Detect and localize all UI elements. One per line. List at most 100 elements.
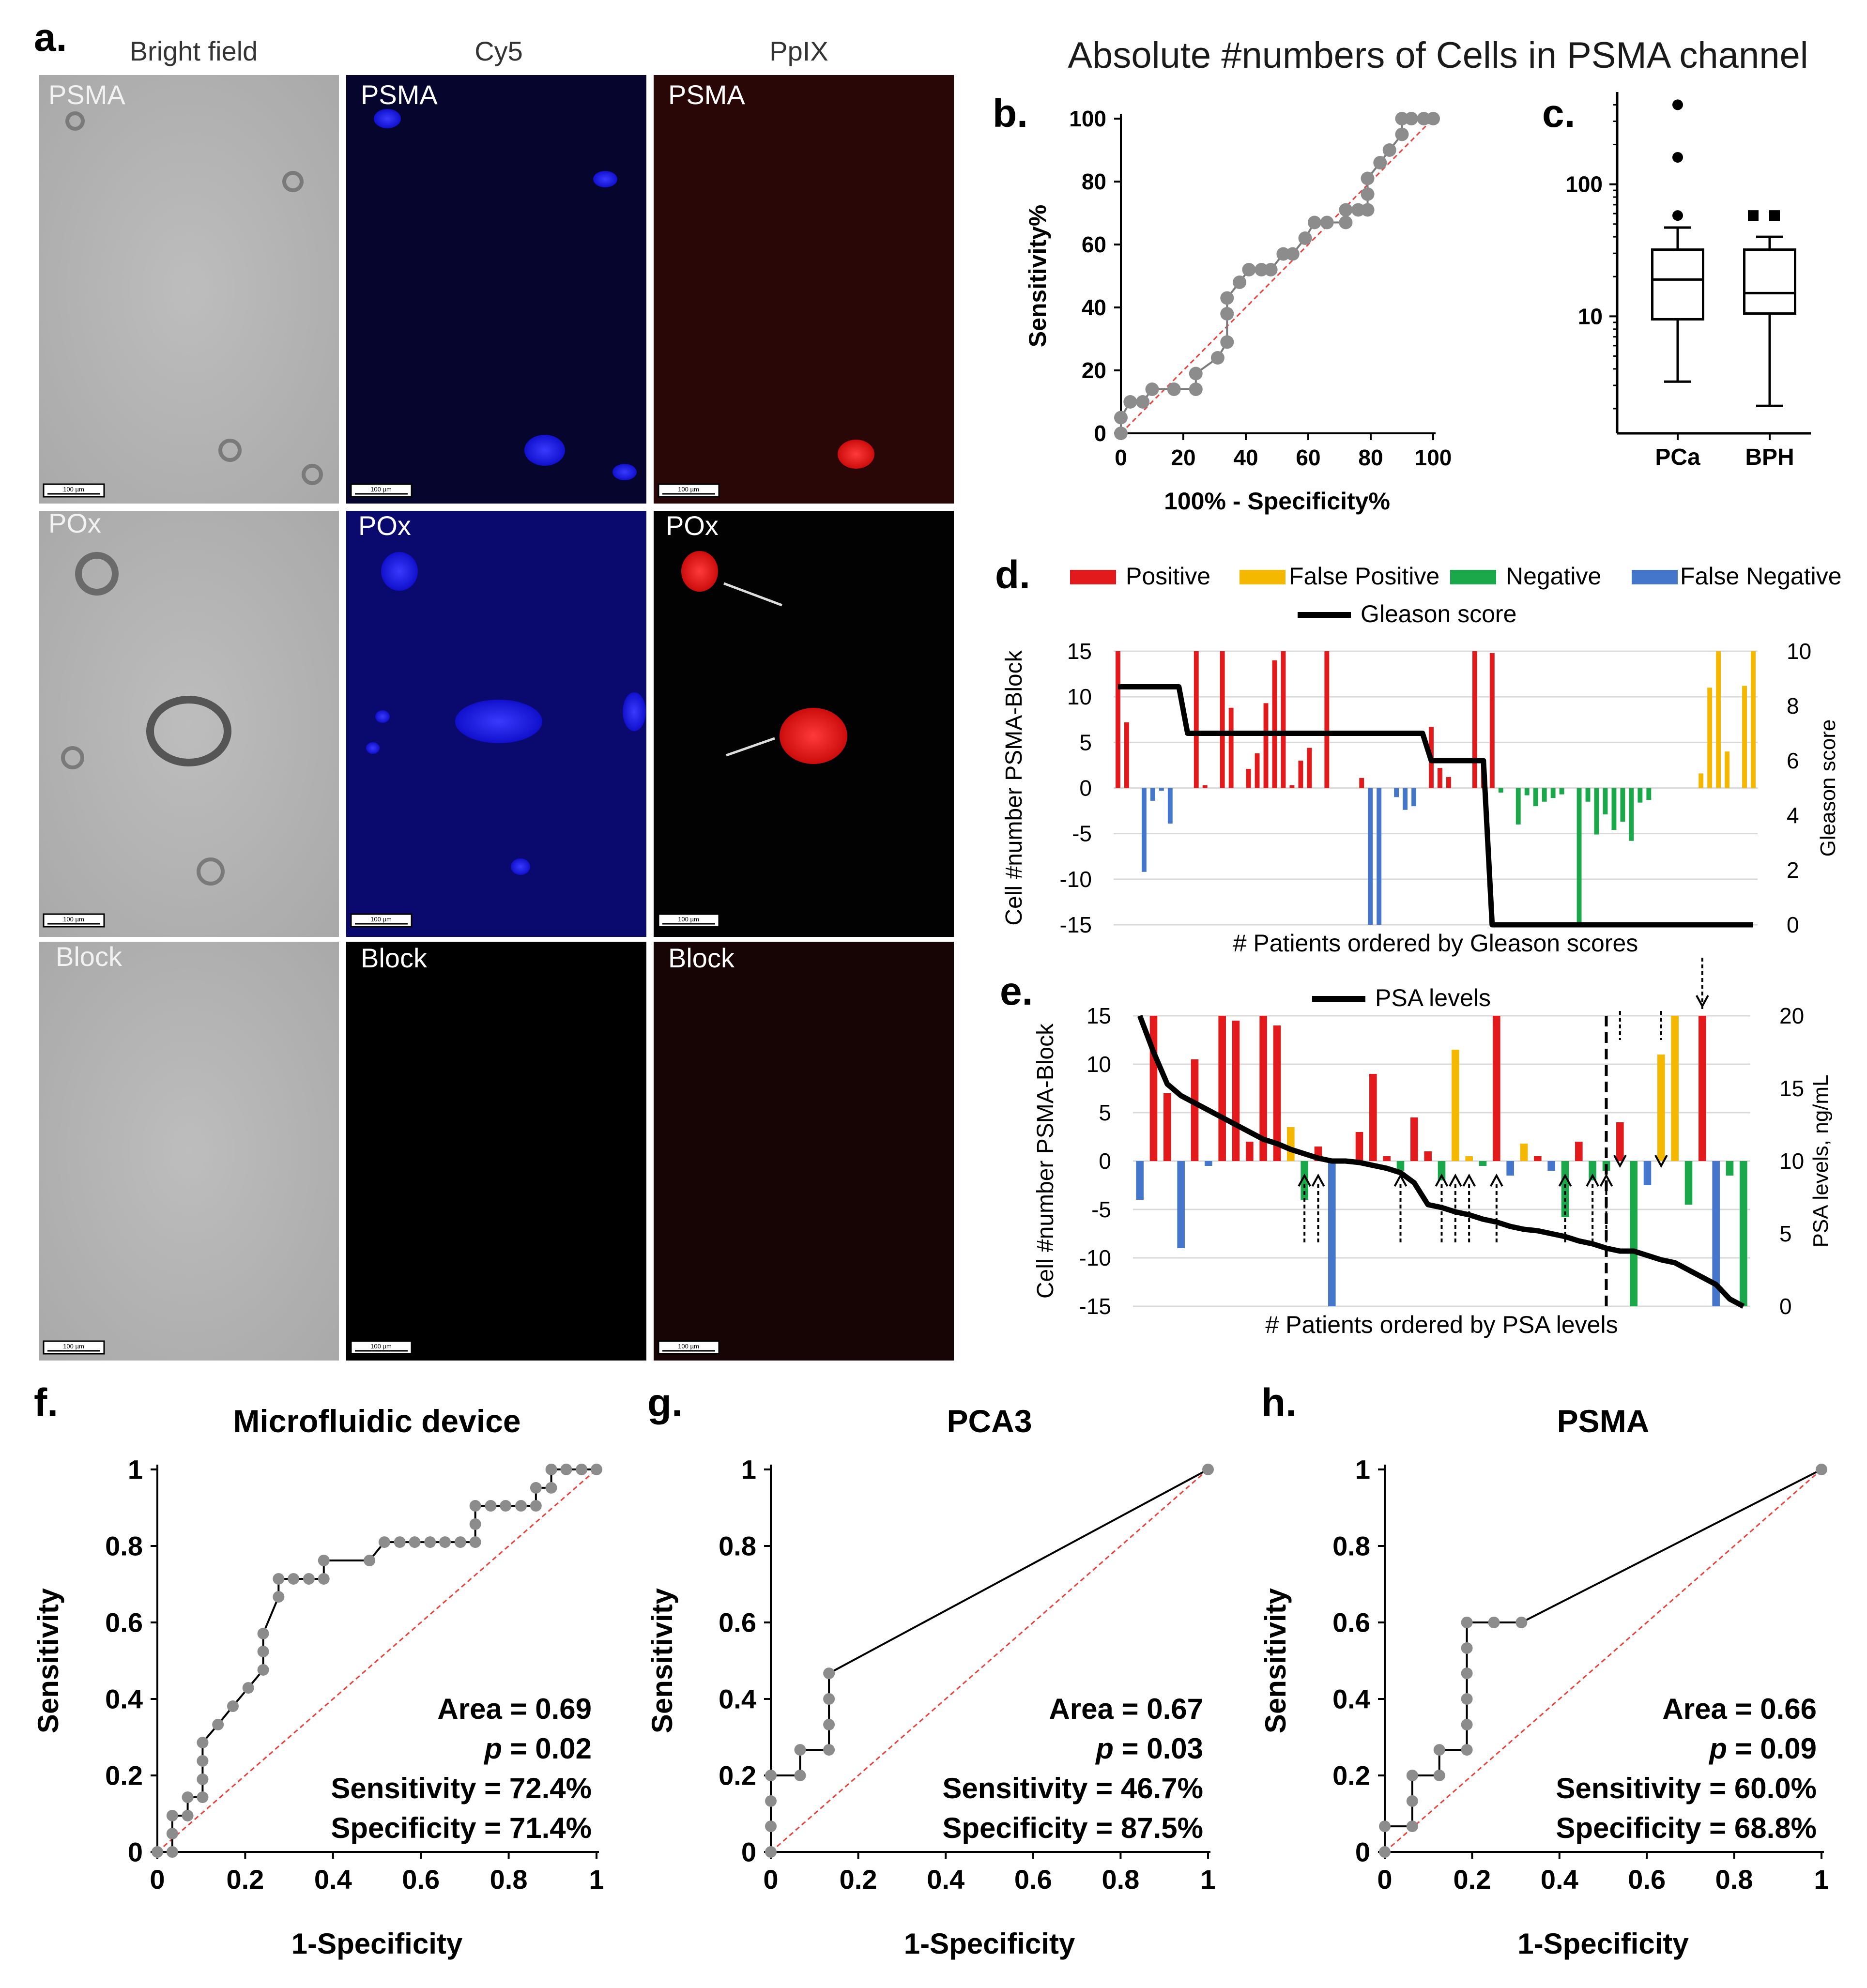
roc-point [1433,1744,1445,1756]
bar [1498,788,1503,793]
bar [1707,688,1713,788]
roc-point [1202,1464,1214,1475]
roc-point [765,1820,777,1833]
y-tick-label: 0.8 [719,1531,756,1561]
micrograph-brightfield-pox [39,511,339,937]
row-label-block-ppix: Block [668,943,735,973]
legend-swatch-false-negative [1632,570,1678,584]
bar [1403,788,1408,810]
bar [1646,788,1652,800]
stat-p-value: = 0.09 [1727,1732,1817,1765]
scale-bar [43,483,105,498]
bar [1232,1021,1240,1161]
bar [1712,1161,1720,1306]
bar [1246,768,1251,788]
roc-point [591,1464,602,1475]
roc-point [1379,1846,1391,1858]
bar [1272,660,1277,788]
bar [1550,788,1556,798]
roc-point [530,1482,542,1494]
roc-point [454,1536,466,1548]
bar [1194,651,1199,788]
y-tick-label: 0.2 [105,1760,143,1791]
chart-g-title: PCA3 [947,1403,1032,1439]
outlier [1748,210,1759,221]
bar [1559,788,1564,795]
y-tick-label: 0.4 [1332,1684,1370,1714]
bar [1205,1161,1212,1166]
scale-bar-label: 100 µm [678,916,699,923]
y-tick-label: 0.4 [719,1684,756,1714]
y-tick-label: 5 [1079,730,1092,755]
bar [1524,788,1530,795]
bar [1263,703,1269,788]
chart-b-letter: b. [993,92,1028,136]
arrow-down-head [1654,1155,1668,1168]
bar [1520,1144,1528,1161]
row-label-psma-bf: PSMA [48,79,125,110]
y-tick-label: 5 [1099,1100,1111,1125]
reference-diagonal [1120,118,1434,434]
bar [1438,1161,1446,1180]
chart-d-letter: d. [995,553,1030,597]
x-tick-label: 0 [1377,1864,1392,1895]
chart-g-letter: g. [647,1381,683,1425]
scale-bar [350,1340,413,1355]
bar [1328,1161,1336,1306]
stat-p-value: = 0.02 [502,1732,592,1765]
x-axis-label: 1-Specificity [1517,1927,1689,1960]
box-PCa [1651,248,1704,321]
y2-tick-label: 2 [1787,857,1799,883]
x-tick-label: 1 [1814,1864,1829,1895]
roc-point [1816,1464,1827,1475]
y-axis-label: Sensitivity [32,1588,64,1733]
chart-f-title: Microfluidic device [233,1403,520,1439]
y-tick-label: 1 [1355,1454,1370,1485]
bar [1301,1161,1308,1200]
x-tick-label: PCa [1655,444,1700,470]
bar [1218,1016,1226,1161]
y-tick-label: 1 [128,1454,143,1485]
roc-point [1167,382,1181,396]
y-axis-label: Cell #number PSMA-Block [1001,650,1027,925]
scale-bar-label: 100 µm [63,486,84,493]
roc-point [1361,171,1375,185]
bar [1163,1093,1171,1161]
y-tick-label: -15 [1079,1294,1111,1319]
roc-point [1189,367,1203,381]
y-tick-label: -10 [1060,867,1092,892]
bar [1150,788,1155,801]
x-tick-label: 0 [763,1864,778,1895]
y2-tick-label: 8 [1787,693,1799,719]
y-tick-label: 0.8 [105,1531,143,1561]
bar [1515,788,1521,825]
scale-bar [43,1340,105,1355]
roc-point [1395,112,1409,125]
scale-bar-label: 100 µm [63,1343,84,1350]
bar [1355,1132,1363,1161]
ppix-signals [681,440,874,764]
arrow-down-head [1613,1155,1627,1168]
roc-point [1276,247,1290,261]
stat-line-2: Sensitivity = 72.4% [331,1772,592,1804]
row-labels: PSMA PSMA PSMA POx POx POx Block Block B… [48,79,745,973]
y2-tick-label: 0 [1787,912,1799,937]
roc-point [439,1536,451,1548]
legend-label-false-negative: False Negative [1680,563,1842,590]
y-tick-label: -15 [1060,912,1092,937]
x-axis-label: 100% - Specificity% [1164,488,1390,515]
roc-point [1406,1795,1418,1807]
roc-point [1220,307,1234,321]
roc-point [1379,1820,1391,1833]
x-tick-label: 40 [1233,445,1258,470]
scale-bar [658,913,720,928]
bar [1643,1161,1652,1185]
bar [1629,788,1634,841]
stat-line-0: Area = 0.69 [437,1693,592,1725]
roc-point [182,1791,194,1804]
roc-point [1220,335,1234,349]
y-tick-label: 10 [1578,304,1603,329]
bar [1246,1142,1254,1161]
roc-point [242,1682,254,1694]
roc-point [166,1828,178,1840]
